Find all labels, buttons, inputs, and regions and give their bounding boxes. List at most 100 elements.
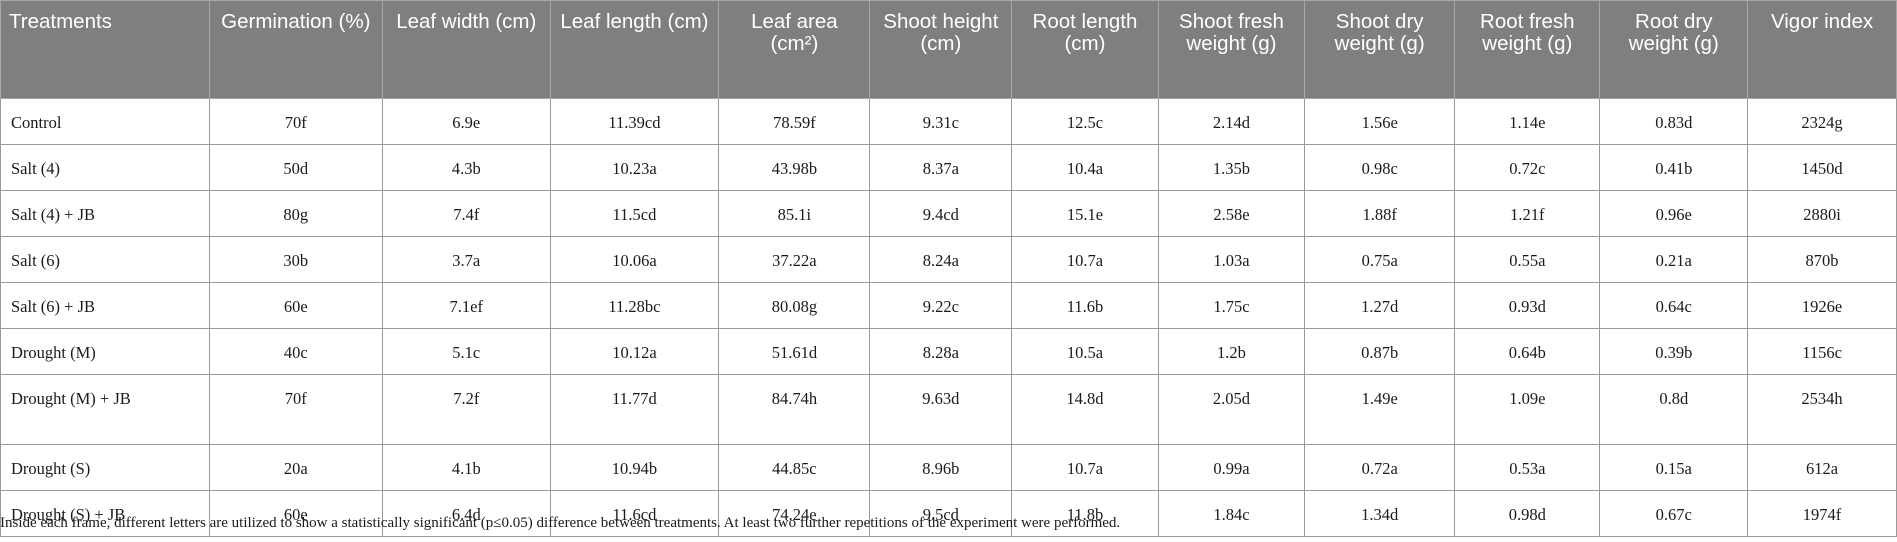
value-cell: 51.61d bbox=[718, 328, 871, 375]
value-cell: 74.24e bbox=[718, 490, 871, 537]
value-cell: 0.8d bbox=[1599, 374, 1749, 445]
value-cell: 10.12a bbox=[549, 328, 720, 375]
value-cell: 0.39b bbox=[1599, 328, 1749, 375]
value-cell: 4.1b bbox=[382, 444, 551, 491]
treatment-cell: Salt (6) bbox=[0, 236, 210, 283]
value-cell: 2324g bbox=[1747, 98, 1897, 145]
value-cell: 0.93d bbox=[1454, 282, 1601, 329]
value-cell: 1.49e bbox=[1304, 374, 1456, 445]
value-cell: 11.6b bbox=[1011, 282, 1159, 329]
value-cell: 80g bbox=[208, 190, 384, 237]
table-row: Salt (6) + JB 60e 7.1ef 11.28bc 80.08g 9.22c 1… bbox=[0, 282, 1897, 329]
value-cell: 1.84c bbox=[1157, 490, 1306, 537]
value-cell: 14.8d bbox=[1011, 374, 1159, 445]
value-cell: 84.74h bbox=[718, 374, 871, 445]
value-cell: 7.4f bbox=[382, 190, 551, 237]
header-root-length: Root length (cm) bbox=[1011, 0, 1159, 99]
header-root-dry-weight: Root dry weight (g) bbox=[1599, 0, 1749, 99]
value-cell: 60e bbox=[208, 490, 384, 537]
header-shoot-dry-weight: Shoot dry weight (g) bbox=[1304, 0, 1456, 99]
value-cell: 1974f bbox=[1747, 490, 1897, 537]
value-cell: 10.4a bbox=[1011, 144, 1159, 191]
table-row: Drought (M) 40c 5.1c 10.12a 51.61d 8.28a 10.5a… bbox=[0, 328, 1897, 375]
value-cell: 1450d bbox=[1747, 144, 1897, 191]
value-cell: 1.56e bbox=[1304, 98, 1456, 145]
header-shoot-fresh-weight: Shoot fresh weight (g) bbox=[1157, 0, 1306, 99]
value-cell: 0.21a bbox=[1599, 236, 1749, 283]
value-cell: 1.2b bbox=[1157, 328, 1306, 375]
treatment-cell: Control bbox=[0, 98, 210, 145]
header-vigor-index: Vigor index bbox=[1747, 0, 1897, 99]
value-cell: 1.88f bbox=[1304, 190, 1456, 237]
value-cell: 0.83d bbox=[1599, 98, 1749, 145]
value-cell: 1.14e bbox=[1454, 98, 1601, 145]
treatment-cell: Salt (4) bbox=[0, 144, 210, 191]
table-row: Salt (4) + JB 80g 7.4f 11.5cd 85.1i 9.4cd 15.1… bbox=[0, 190, 1897, 237]
value-cell: 1.35b bbox=[1157, 144, 1306, 191]
value-cell: 0.64b bbox=[1454, 328, 1601, 375]
value-cell: 9.4cd bbox=[869, 190, 1013, 237]
value-cell: 11.8b bbox=[1011, 490, 1159, 537]
value-cell: 0.96e bbox=[1599, 190, 1749, 237]
value-cell: 8.37a bbox=[869, 144, 1013, 191]
value-cell: 2.05d bbox=[1157, 374, 1306, 445]
header-leaf-area: Leaf area (cm²) bbox=[718, 0, 871, 99]
value-cell: 1.27d bbox=[1304, 282, 1456, 329]
value-cell: 3.7a bbox=[382, 236, 551, 283]
treatment-cell: Drought (S) + JB bbox=[0, 490, 210, 537]
treatment-cell: Drought (S) bbox=[0, 444, 210, 491]
value-cell: 870b bbox=[1747, 236, 1897, 283]
table-row: Drought (S) 20a 4.1b 10.94b 44.85c 8.96b 10.7a… bbox=[0, 444, 1897, 491]
value-cell: 11.77d bbox=[549, 374, 720, 445]
value-cell: 15.1e bbox=[1011, 190, 1159, 237]
table-row: Drought (S) + JB 60e 6.4d 11.6cd 74.24e 9.5cd… bbox=[0, 490, 1897, 537]
value-cell: 0.41b bbox=[1599, 144, 1749, 191]
value-cell: 11.39cd bbox=[549, 98, 720, 145]
value-cell: 10.7a bbox=[1011, 236, 1159, 283]
table-footnote: Inside each frame, different letters are… bbox=[0, 515, 1121, 531]
value-cell: 8.28a bbox=[869, 328, 1013, 375]
treatment-cell: Drought (M) + JB bbox=[0, 374, 210, 445]
value-cell: 2.14d bbox=[1157, 98, 1306, 145]
value-cell: 0.87b bbox=[1304, 328, 1456, 375]
value-cell: 2.58e bbox=[1157, 190, 1306, 237]
value-cell: 37.22a bbox=[718, 236, 871, 283]
header-treatments: Treatments bbox=[0, 0, 210, 99]
value-cell: 1.03a bbox=[1157, 236, 1306, 283]
value-cell: 40c bbox=[208, 328, 384, 375]
value-cell: 9.63d bbox=[869, 374, 1013, 445]
value-cell: 0.72c bbox=[1454, 144, 1601, 191]
value-cell: 2880i bbox=[1747, 190, 1897, 237]
value-cell: 0.55a bbox=[1454, 236, 1601, 283]
value-cell: 1.75c bbox=[1157, 282, 1306, 329]
value-cell: 11.5cd bbox=[549, 190, 720, 237]
value-cell: 612a bbox=[1747, 444, 1897, 491]
value-cell: 8.96b bbox=[869, 444, 1013, 491]
value-cell: 0.98d bbox=[1454, 490, 1601, 537]
value-cell: 43.98b bbox=[718, 144, 871, 191]
value-cell: 1926e bbox=[1747, 282, 1897, 329]
value-cell: 0.53a bbox=[1454, 444, 1601, 491]
table-row: Salt (6) 30b 3.7a 10.06a 37.22a 8.24a 10.7a 1.0… bbox=[0, 236, 1897, 283]
header-row: Treatments Germination (%) Leaf width (c… bbox=[0, 0, 1897, 99]
value-cell: 9.31c bbox=[869, 98, 1013, 145]
value-cell: 1.09e bbox=[1454, 374, 1601, 445]
table-row: Salt (4) 50d 4.3b 10.23a 43.98b 8.37a 10.4a 1.3… bbox=[0, 144, 1897, 191]
header-leaf-width: Leaf width (cm) bbox=[382, 0, 551, 99]
value-cell: 80.08g bbox=[718, 282, 871, 329]
value-cell: 10.06a bbox=[549, 236, 720, 283]
value-cell: 1.34d bbox=[1304, 490, 1456, 537]
header-germination: Germination (%) bbox=[208, 0, 384, 99]
value-cell: 1.21f bbox=[1454, 190, 1601, 237]
value-cell: 9.22c bbox=[869, 282, 1013, 329]
table-body: Control 70f 6.9e 11.39cd 78.59f 9.31c 12.5c 2.1… bbox=[0, 98, 1897, 537]
value-cell: 50d bbox=[208, 144, 384, 191]
value-cell: 10.23a bbox=[549, 144, 720, 191]
value-cell: 10.5a bbox=[1011, 328, 1159, 375]
value-cell: 30b bbox=[208, 236, 384, 283]
value-cell: 60e bbox=[208, 282, 384, 329]
treatment-cell: Salt (4) + JB bbox=[0, 190, 210, 237]
value-cell: 0.64c bbox=[1599, 282, 1749, 329]
value-cell: 0.67c bbox=[1599, 490, 1749, 537]
